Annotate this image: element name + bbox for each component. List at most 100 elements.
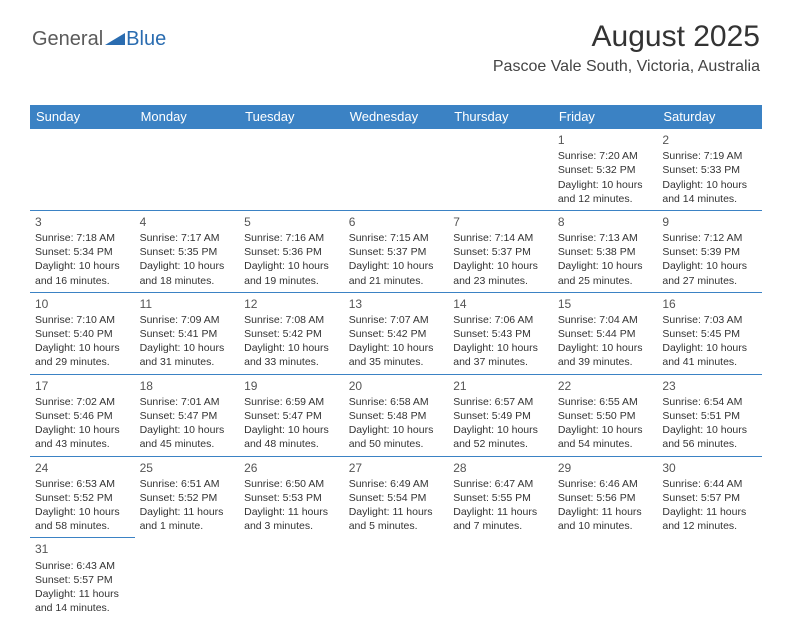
day-number: 5 — [244, 214, 339, 230]
calendar-cell: 26Sunrise: 6:50 AMSunset: 5:53 PMDayligh… — [239, 456, 344, 538]
calendar-cell: 2Sunrise: 7:19 AMSunset: 5:33 PMDaylight… — [657, 129, 762, 211]
day-number: 3 — [35, 214, 130, 230]
calendar-cell: 25Sunrise: 6:51 AMSunset: 5:52 PMDayligh… — [135, 456, 240, 538]
sunset-line: Sunset: 5:39 PM — [662, 245, 757, 259]
daylight-line: Daylight: 10 hours and 54 minutes. — [558, 423, 653, 451]
day-number: 26 — [244, 460, 339, 476]
daylight-line: Daylight: 10 hours and 50 minutes. — [349, 423, 444, 451]
calendar-cell — [448, 538, 553, 619]
day-number: 15 — [558, 296, 653, 312]
month-title: August 2025 — [493, 20, 760, 54]
daylight-line: Daylight: 11 hours and 1 minute. — [140, 505, 235, 533]
calendar-cell: 3Sunrise: 7:18 AMSunset: 5:34 PMDaylight… — [30, 210, 135, 292]
sunrise-line: Sunrise: 6:44 AM — [662, 477, 757, 491]
day-header: Sunday — [30, 105, 135, 129]
daylight-line: Daylight: 10 hours and 48 minutes. — [244, 423, 339, 451]
day-number: 18 — [140, 378, 235, 394]
day-number: 4 — [140, 214, 235, 230]
sunrise-line: Sunrise: 6:43 AM — [35, 559, 130, 573]
sunrise-line: Sunrise: 6:51 AM — [140, 477, 235, 491]
calendar-cell: 11Sunrise: 7:09 AMSunset: 5:41 PMDayligh… — [135, 292, 240, 374]
daylight-line: Daylight: 10 hours and 33 minutes. — [244, 341, 339, 369]
daylight-line: Daylight: 10 hours and 45 minutes. — [140, 423, 235, 451]
sunrise-line: Sunrise: 6:53 AM — [35, 477, 130, 491]
sunrise-line: Sunrise: 7:13 AM — [558, 231, 653, 245]
sunset-line: Sunset: 5:43 PM — [453, 327, 548, 341]
sunrise-line: Sunrise: 7:12 AM — [662, 231, 757, 245]
calendar-row: 10Sunrise: 7:10 AMSunset: 5:40 PMDayligh… — [30, 292, 762, 374]
calendar-cell: 4Sunrise: 7:17 AMSunset: 5:35 PMDaylight… — [135, 210, 240, 292]
calendar-cell: 24Sunrise: 6:53 AMSunset: 5:52 PMDayligh… — [30, 456, 135, 538]
calendar-row: 17Sunrise: 7:02 AMSunset: 5:46 PMDayligh… — [30, 374, 762, 456]
calendar-cell — [239, 538, 344, 619]
day-number: 30 — [662, 460, 757, 476]
calendar-cell: 5Sunrise: 7:16 AMSunset: 5:36 PMDaylight… — [239, 210, 344, 292]
calendar-cell: 19Sunrise: 6:59 AMSunset: 5:47 PMDayligh… — [239, 374, 344, 456]
daylight-line: Daylight: 10 hours and 18 minutes. — [140, 259, 235, 287]
daylight-line: Daylight: 10 hours and 31 minutes. — [140, 341, 235, 369]
calendar-cell: 17Sunrise: 7:02 AMSunset: 5:46 PMDayligh… — [30, 374, 135, 456]
sunset-line: Sunset: 5:50 PM — [558, 409, 653, 423]
sunset-line: Sunset: 5:44 PM — [558, 327, 653, 341]
sunrise-line: Sunrise: 7:09 AM — [140, 313, 235, 327]
daylight-line: Daylight: 10 hours and 39 minutes. — [558, 341, 653, 369]
day-number: 31 — [35, 541, 130, 557]
day-number: 13 — [349, 296, 444, 312]
daylight-line: Daylight: 11 hours and 10 minutes. — [558, 505, 653, 533]
sunset-line: Sunset: 5:34 PM — [35, 245, 130, 259]
daylight-line: Daylight: 10 hours and 35 minutes. — [349, 341, 444, 369]
day-number: 16 — [662, 296, 757, 312]
sunrise-line: Sunrise: 7:16 AM — [244, 231, 339, 245]
day-header: Saturday — [657, 105, 762, 129]
sunset-line: Sunset: 5:52 PM — [140, 491, 235, 505]
calendar-cell — [448, 129, 553, 211]
daylight-line: Daylight: 11 hours and 12 minutes. — [662, 505, 757, 533]
calendar-cell — [344, 538, 449, 619]
calendar-cell — [135, 538, 240, 619]
sunset-line: Sunset: 5:57 PM — [662, 491, 757, 505]
sunrise-line: Sunrise: 6:54 AM — [662, 395, 757, 409]
calendar-cell: 1Sunrise: 7:20 AMSunset: 5:32 PMDaylight… — [553, 129, 658, 211]
sunset-line: Sunset: 5:54 PM — [349, 491, 444, 505]
day-number: 27 — [349, 460, 444, 476]
calendar-cell: 7Sunrise: 7:14 AMSunset: 5:37 PMDaylight… — [448, 210, 553, 292]
calendar-cell: 27Sunrise: 6:49 AMSunset: 5:54 PMDayligh… — [344, 456, 449, 538]
calendar-cell: 6Sunrise: 7:15 AMSunset: 5:37 PMDaylight… — [344, 210, 449, 292]
sunrise-line: Sunrise: 7:17 AM — [140, 231, 235, 245]
calendar-cell: 23Sunrise: 6:54 AMSunset: 5:51 PMDayligh… — [657, 374, 762, 456]
calendar-cell: 22Sunrise: 6:55 AMSunset: 5:50 PMDayligh… — [553, 374, 658, 456]
sunrise-line: Sunrise: 7:03 AM — [662, 313, 757, 327]
calendar-table: Sunday Monday Tuesday Wednesday Thursday… — [30, 105, 762, 619]
sunrise-line: Sunrise: 6:50 AM — [244, 477, 339, 491]
calendar-cell — [344, 129, 449, 211]
calendar-cell: 28Sunrise: 6:47 AMSunset: 5:55 PMDayligh… — [448, 456, 553, 538]
day-header-row: Sunday Monday Tuesday Wednesday Thursday… — [30, 105, 762, 129]
day-header: Monday — [135, 105, 240, 129]
daylight-line: Daylight: 10 hours and 56 minutes. — [662, 423, 757, 451]
day-number: 8 — [558, 214, 653, 230]
daylight-line: Daylight: 10 hours and 12 minutes. — [558, 178, 653, 206]
calendar-cell: 18Sunrise: 7:01 AMSunset: 5:47 PMDayligh… — [135, 374, 240, 456]
sunrise-line: Sunrise: 6:47 AM — [453, 477, 548, 491]
sunrise-line: Sunrise: 7:08 AM — [244, 313, 339, 327]
sunset-line: Sunset: 5:56 PM — [558, 491, 653, 505]
day-number: 23 — [662, 378, 757, 394]
day-number: 9 — [662, 214, 757, 230]
calendar-cell: 10Sunrise: 7:10 AMSunset: 5:40 PMDayligh… — [30, 292, 135, 374]
sunset-line: Sunset: 5:57 PM — [35, 573, 130, 587]
daylight-line: Daylight: 10 hours and 52 minutes. — [453, 423, 548, 451]
calendar-cell: 30Sunrise: 6:44 AMSunset: 5:57 PMDayligh… — [657, 456, 762, 538]
day-number: 24 — [35, 460, 130, 476]
sunset-line: Sunset: 5:49 PM — [453, 409, 548, 423]
day-number: 6 — [349, 214, 444, 230]
sunset-line: Sunset: 5:48 PM — [349, 409, 444, 423]
day-number: 29 — [558, 460, 653, 476]
daylight-line: Daylight: 10 hours and 25 minutes. — [558, 259, 653, 287]
sunset-line: Sunset: 5:46 PM — [35, 409, 130, 423]
daylight-line: Daylight: 11 hours and 3 minutes. — [244, 505, 339, 533]
calendar-cell: 16Sunrise: 7:03 AMSunset: 5:45 PMDayligh… — [657, 292, 762, 374]
sunset-line: Sunset: 5:42 PM — [349, 327, 444, 341]
logo-text-blue: Blue — [126, 28, 166, 51]
logo-triangle-icon — [105, 28, 125, 51]
sunrise-line: Sunrise: 7:06 AM — [453, 313, 548, 327]
